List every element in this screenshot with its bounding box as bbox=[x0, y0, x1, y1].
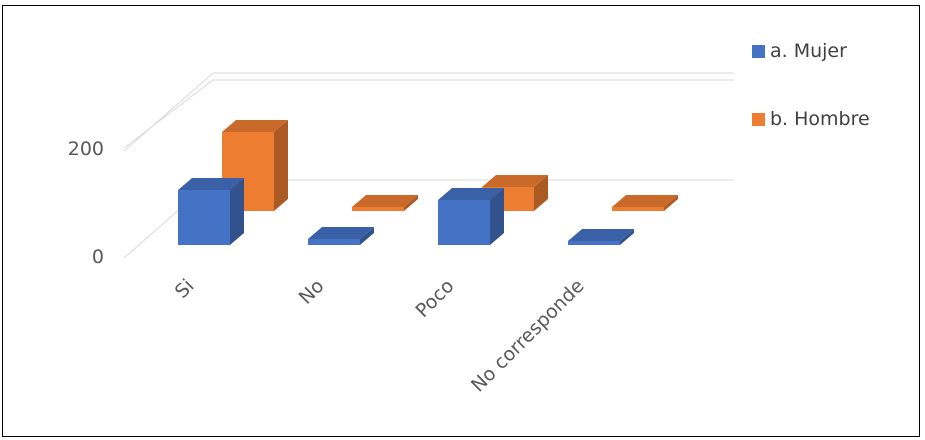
bar-a-mujer-si bbox=[178, 190, 230, 245]
bar-b-hombre-no-top bbox=[352, 195, 418, 207]
legend-item-mujer: a. Mujer bbox=[752, 40, 847, 62]
bar-b-hombre-no-corresponde-top bbox=[612, 195, 678, 207]
legend-swatch-mujer bbox=[752, 44, 765, 58]
bar-a-mujer-si-top bbox=[178, 178, 244, 190]
x-tick-label-no-corresponde: No corresponde bbox=[467, 275, 589, 397]
bar-a-mujer-no-corresponde-side bbox=[620, 229, 634, 245]
x-tick-label-poco: Poco bbox=[412, 275, 459, 322]
bar-b-hombre-si-top bbox=[222, 120, 288, 132]
bar-a-mujer-poco-top bbox=[438, 188, 504, 200]
legend-item-hombre: b. Hombre bbox=[752, 108, 870, 130]
bar-a-mujer-no bbox=[308, 239, 360, 245]
y-tick-label-200: 200 bbox=[68, 138, 104, 160]
gridline-side-200 bbox=[123, 72, 214, 152]
y-tick-label-0: 0 bbox=[92, 246, 104, 268]
bar-b-hombre-poco-top bbox=[482, 175, 548, 187]
legend-label-mujer: a. Mujer bbox=[770, 40, 847, 62]
x-tick-label-si: Si bbox=[171, 275, 199, 303]
bar-a-mujer-no-corresponde-top bbox=[568, 229, 634, 241]
bar-b-hombre-no-side bbox=[404, 195, 418, 211]
bar-a-mujer-no-top bbox=[308, 227, 374, 239]
legend-label-hombre: b. Hombre bbox=[770, 108, 870, 130]
bar-a-mujer-si-side bbox=[230, 178, 244, 245]
bar-a-mujer-no-side bbox=[360, 227, 374, 245]
legend-swatch-hombre bbox=[752, 112, 765, 126]
bar-b-hombre-si-side bbox=[274, 120, 288, 211]
bar-a-mujer-poco bbox=[438, 200, 490, 245]
gridline-side-top bbox=[123, 79, 214, 149]
bar-b-hombre-no-corresponde-side bbox=[664, 195, 678, 211]
bar-b-hombre-no bbox=[352, 207, 404, 211]
bar-b-hombre-no-corresponde bbox=[612, 207, 664, 211]
bar-a-mujer-poco-side bbox=[490, 188, 504, 245]
x-tick-label-no: No bbox=[295, 275, 329, 309]
bar-a-mujer-no-corresponde bbox=[568, 241, 620, 245]
